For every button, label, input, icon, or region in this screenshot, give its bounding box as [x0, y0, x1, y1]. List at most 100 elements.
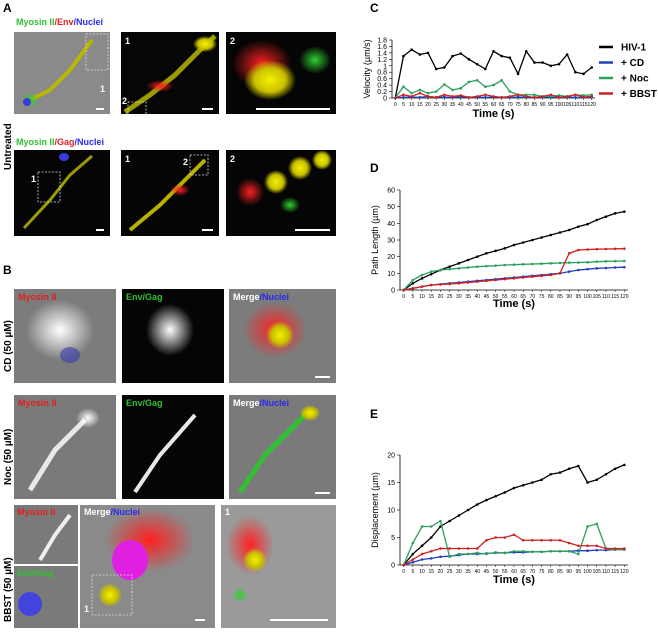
- panel-label: E: [370, 407, 378, 421]
- x-tick-label: 10: [409, 102, 415, 108]
- data-point: [475, 280, 479, 283]
- micrograph: [14, 395, 116, 499]
- data-point: [577, 268, 580, 272]
- signal: [146, 304, 194, 356]
- x-tick-label: 80: [523, 102, 529, 108]
- puncta: [300, 405, 320, 421]
- data-point: [540, 478, 543, 482]
- data-point: [475, 62, 479, 66]
- x-tick-label: 50: [493, 569, 499, 575]
- x-tick-label: 0: [402, 294, 405, 300]
- data-point: [434, 96, 438, 99]
- inset-label: 1: [31, 174, 36, 184]
- y-axis-label: Velocity (µm/s): [362, 39, 372, 98]
- data-point: [418, 91, 422, 95]
- data-point: [558, 549, 562, 553]
- data-point: [411, 552, 415, 556]
- data-point: [531, 538, 534, 542]
- y-tick-label: 10: [387, 271, 395, 278]
- data-point: [410, 91, 413, 95]
- data-point: [494, 249, 497, 253]
- data-point: [558, 272, 562, 275]
- panel-label: B: [3, 263, 12, 277]
- data-point: [574, 93, 577, 97]
- data-point: [521, 276, 525, 279]
- x-tick-label: 45: [484, 569, 490, 575]
- data-point: [475, 265, 479, 268]
- data-point: [503, 551, 507, 555]
- puncta: [193, 36, 217, 52]
- data-point: [466, 552, 470, 556]
- data-point: [549, 262, 553, 265]
- data-point: [393, 96, 397, 100]
- y-tick-label: 10: [387, 508, 395, 515]
- x-tick-label: 70: [507, 102, 513, 108]
- data-point: [567, 252, 571, 255]
- data-point: [531, 238, 534, 242]
- channel: /Nuclei: [260, 398, 290, 408]
- puncta: [244, 60, 296, 100]
- data-point: [521, 241, 525, 244]
- data-point: [443, 83, 446, 86]
- data-point: [411, 282, 415, 285]
- x-tick-label: 50: [474, 102, 480, 108]
- data-point: [402, 563, 405, 567]
- data-point: [558, 471, 562, 474]
- data-point: [623, 210, 626, 213]
- data-point: [595, 478, 599, 482]
- channel-label: Merge/Nuclei: [233, 292, 289, 302]
- x-tick-label: 15: [428, 294, 434, 300]
- data-point: [512, 533, 516, 537]
- data-point: [516, 93, 520, 97]
- data-point: [533, 61, 536, 64]
- data-point: [457, 282, 461, 285]
- data-point: [595, 267, 599, 270]
- data-point: [402, 93, 405, 97]
- data-point: [420, 558, 424, 561]
- x-tick-label: 0: [402, 569, 405, 575]
- channel: /Gag: [55, 137, 75, 147]
- x-axis-label: Time (s): [473, 108, 515, 120]
- data-point: [549, 64, 553, 68]
- x-tick-label: 90: [566, 294, 572, 300]
- x-tick-label: 0: [394, 102, 397, 108]
- data-point: [439, 547, 442, 550]
- x-tick-label: 5: [411, 569, 414, 575]
- data-point: [503, 536, 507, 539]
- data-point: [595, 260, 599, 263]
- data-point: [439, 519, 442, 523]
- data-point: [492, 95, 495, 98]
- x-axis-label: Time (s): [493, 298, 535, 310]
- data-point: [418, 53, 422, 56]
- cell-process: [38, 513, 72, 562]
- data-point: [475, 78, 479, 82]
- x-tick-label: 25: [433, 102, 439, 108]
- channel: /Nuclei: [74, 17, 104, 27]
- data-point: [577, 261, 580, 264]
- inset-label: 2: [230, 154, 235, 164]
- inset-label: 2: [230, 36, 235, 46]
- channel-label: Myosin II/Gag/Nuclei: [16, 137, 104, 147]
- y-tick-label: 50: [387, 204, 395, 211]
- x-tick-label: 85: [557, 294, 563, 300]
- data-point: [586, 261, 589, 264]
- y-tick-label: 20: [387, 453, 395, 460]
- data-point: [521, 263, 525, 266]
- data-point: [613, 247, 617, 251]
- data-point: [475, 547, 479, 550]
- x-tick-label: 35: [465, 294, 471, 300]
- panel-b-images: [14, 289, 336, 628]
- x-tick-label: 100: [555, 102, 564, 108]
- data-point: [402, 288, 405, 292]
- data-point: [426, 95, 430, 98]
- y-tick-label: 5: [391, 535, 395, 542]
- data-point: [533, 93, 536, 97]
- channel: /Nuclei: [75, 137, 105, 147]
- inset-box: [127, 101, 147, 117]
- data-point: [448, 267, 451, 271]
- y-tick-label: 0: [383, 96, 387, 103]
- data-point: [586, 222, 589, 226]
- series-line: [394, 48, 593, 99]
- x-tick-label: 45: [484, 294, 490, 300]
- data-point: [448, 519, 451, 523]
